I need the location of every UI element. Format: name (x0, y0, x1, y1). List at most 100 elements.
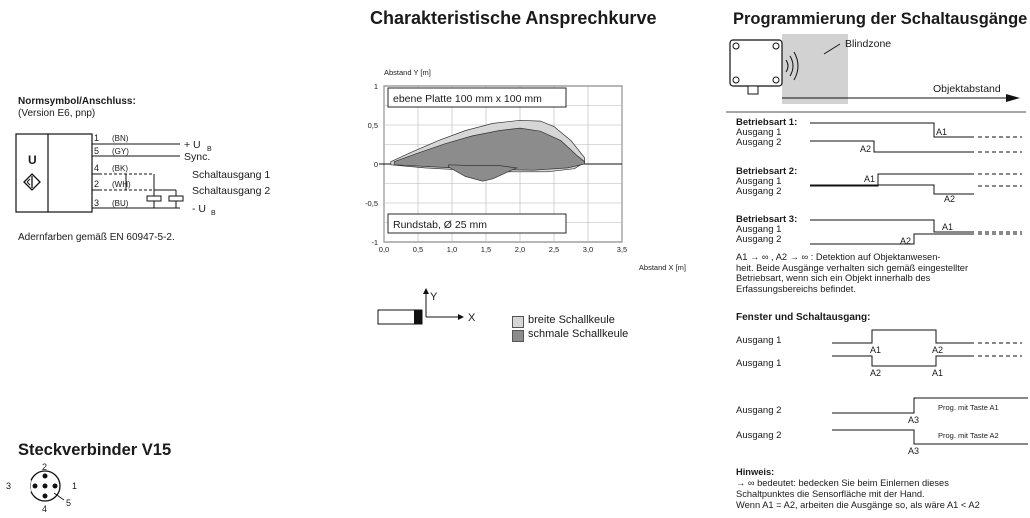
wire-code-wh: (WH) (112, 180, 131, 189)
wire-code-gy: (GY) (112, 147, 129, 156)
mode-2-t1: A1 (864, 174, 875, 184)
wiring-diagram: U 1 5 4 2 3 (BN) (GY) (BK) (WH) (BU) + U (15, 133, 270, 217)
legend-label-narrow: schmale Schallkeule (528, 328, 629, 340)
infinity-note-line-2: heit. Beide Ausgänge verhalten sich gemä… (736, 262, 969, 273)
infinity-note-line-4: Erfassungsbereichs befindet. (736, 283, 856, 294)
programming-title: Programmierung der Schaltausgänge (733, 10, 1028, 28)
infinity-note-line-3: Betriebsart, wenn sich ein Objekt innerh… (736, 273, 931, 283)
y-tick-label: 0,5 (368, 121, 378, 130)
y-tick-label: -0,5 (365, 199, 378, 208)
y-tick-label: -1 (371, 238, 378, 247)
hint-block: Hinweis: → ∞ bedeutet: bedecken Sie beim… (736, 467, 980, 511)
window-row-3-note: Prog. mit Taste A1 (938, 403, 999, 412)
chart-ticks: 0,0 0,5 1,0 1,5 2,0 2,5 3,0 3,5 1 0,5 0 -0,5 -1 (365, 82, 627, 254)
mode-3-t2: A2 (900, 236, 911, 246)
annotation-rod: Rundstab, Ø 25 mm (387, 213, 567, 234)
annotation-plate: ebene Platte 100 mm x 100 mm (387, 87, 567, 108)
wire-num-5: 5 (94, 146, 99, 156)
blindzone-area (782, 34, 848, 104)
window-row-1-b: A2 (932, 345, 943, 355)
wire-label-ub-minus: - U (192, 203, 206, 215)
window-row-2-b: A1 (932, 368, 943, 378)
connector-pin-diagram: 2 3 1 4 5 (6, 462, 77, 514)
annotation-plate-text: ebene Platte 100 mm x 100 mm (393, 93, 542, 105)
mode-3-t1: A1 (942, 222, 953, 232)
wire-num-2: 2 (94, 179, 99, 189)
wire-label-schaltausgang-2: Schaltausgang 2 (192, 185, 270, 197)
mode-1-out2: Ausgang 2 (736, 137, 781, 148)
response-curve-chart: 0,0 0,5 1,0 1,5 2,0 2,5 3,0 3,5 1 0,5 0 -0,5 -1 Abst… (365, 68, 686, 272)
mode-3-out2: Ausgang 2 (736, 234, 781, 245)
mode-1-t1: A1 (936, 127, 947, 137)
mode-1-out1: Ausgang 1 (736, 127, 781, 138)
color-note: Adernfarben gemäß EN 60947-5-2. (18, 232, 175, 243)
window-row-2-a: A2 (870, 368, 881, 378)
mode-1-title: Betriebsart 1: (736, 117, 797, 128)
hint-line-2: Schaltpunktes die Sensorfläche mit der H… (736, 489, 925, 499)
window-diagrams: Ausgang 1 A1 A2 Ausgang 1 A2 A1 Ausgang … (736, 329, 1028, 456)
orientation-x-label: X (468, 312, 476, 324)
mode-2-out1: Ausgang 1 (736, 176, 781, 187)
hint-line-1: → ∞ bedeutet: bedecken Sie beim Einlerne… (736, 478, 949, 488)
blindzone-label: Blindzone (845, 38, 891, 50)
annotation-rod-text: Rundstab, Ø 25 mm (393, 219, 487, 231)
mode-2-title: Betriebsart 2: (736, 166, 797, 177)
pin-label-5: 5 (66, 498, 71, 508)
window-row-4-label: Ausgang 2 (736, 430, 781, 441)
x-tick-label: 1,0 (447, 245, 457, 254)
y-tick-label: 1 (374, 82, 378, 91)
x-tick-label: 2,0 (515, 245, 525, 254)
mode-2-t2: A2 (944, 194, 955, 204)
wire-label-schaltausgang-1: Schaltausgang 1 (192, 169, 270, 181)
connector-title: Steckverbinder V15 (18, 441, 172, 459)
wire-label-ub-plus-sub: B (207, 146, 212, 153)
wire-code-bu: (BU) (112, 199, 129, 208)
pin-label-4: 4 (42, 504, 47, 514)
x-tick-label: 2,5 (549, 245, 559, 254)
x-tick-label: 1,5 (481, 245, 491, 254)
objektabstand-label: Objektabstand (933, 83, 1001, 95)
x-axis-label: Abstand X [m] (639, 263, 686, 272)
legend-label-wide: breite Schallkeule (528, 314, 615, 326)
infinity-note: A1 → ∞ , A2 → ∞ : Detektion auf Objektan… (736, 252, 968, 294)
pin-label-3: 3 (6, 481, 11, 491)
chart-areas (390, 119, 585, 182)
wire-label-ub-plus: + U (184, 139, 201, 151)
window-row-1-a: A1 (870, 345, 881, 355)
x-tick-label: 3,0 (583, 245, 593, 254)
window-row-1-label: Ausgang 1 (736, 335, 781, 346)
wire-num-4: 4 (94, 163, 99, 173)
pin-label-1: 1 (72, 481, 77, 491)
legend-swatch-narrow (512, 330, 524, 342)
sensor-orientation-icon: X Y (377, 288, 476, 325)
x-tick-label: 3,5 (617, 245, 627, 254)
window-row-3-a: A3 (908, 415, 919, 425)
window-row-3-label: Ausgang 2 (736, 405, 781, 416)
wire-code-bn: (BN) (112, 134, 129, 143)
mode-3-out1: Ausgang 1 (736, 224, 781, 235)
chart-section-title: Charakteristische Ansprechkurve (370, 8, 657, 28)
pin-label-2: 2 (42, 462, 47, 472)
hint-line-3: Wenn A1 = A2, arbeiten die Ausgänge so, … (736, 500, 980, 510)
x-tick-label: 0,0 (379, 245, 389, 254)
mode-2-out2: Ausgang 2 (736, 186, 781, 197)
orientation-y-label: Y (430, 291, 438, 303)
sensor-box (729, 39, 783, 87)
wire-label-ub-minus-sub: B (211, 210, 216, 217)
lobe-2 (448, 164, 518, 182)
blindzone-diagram: Blindzone Objektabstand (729, 34, 1020, 104)
wire-label-sync: Sync. (184, 151, 210, 163)
hint-title: Hinweis: (736, 467, 775, 477)
x-tick-label: 0,5 (413, 245, 423, 254)
window-row-4-note: Prog. mit Taste A2 (938, 431, 999, 440)
wire-code-bk: (BK) (112, 164, 128, 173)
wire-num-3: 3 (94, 198, 99, 208)
mode-3-title: Betriebsart 3: (736, 214, 797, 225)
operating-modes: Betriebsart 1: Ausgang 1 Ausgang 2 A1 A2… (726, 111, 1026, 246)
y-tick-label: 0 (374, 160, 378, 169)
symbol-letter: U (28, 153, 37, 167)
normsymbol-title: Normsymbol/Anschluss: (18, 96, 136, 107)
y-axis-label: Abstand Y [m] (384, 68, 431, 77)
window-title: Fenster und Schaltausgang: (736, 312, 871, 323)
normsymbol-version: (Version E6, pnp) (18, 108, 96, 119)
